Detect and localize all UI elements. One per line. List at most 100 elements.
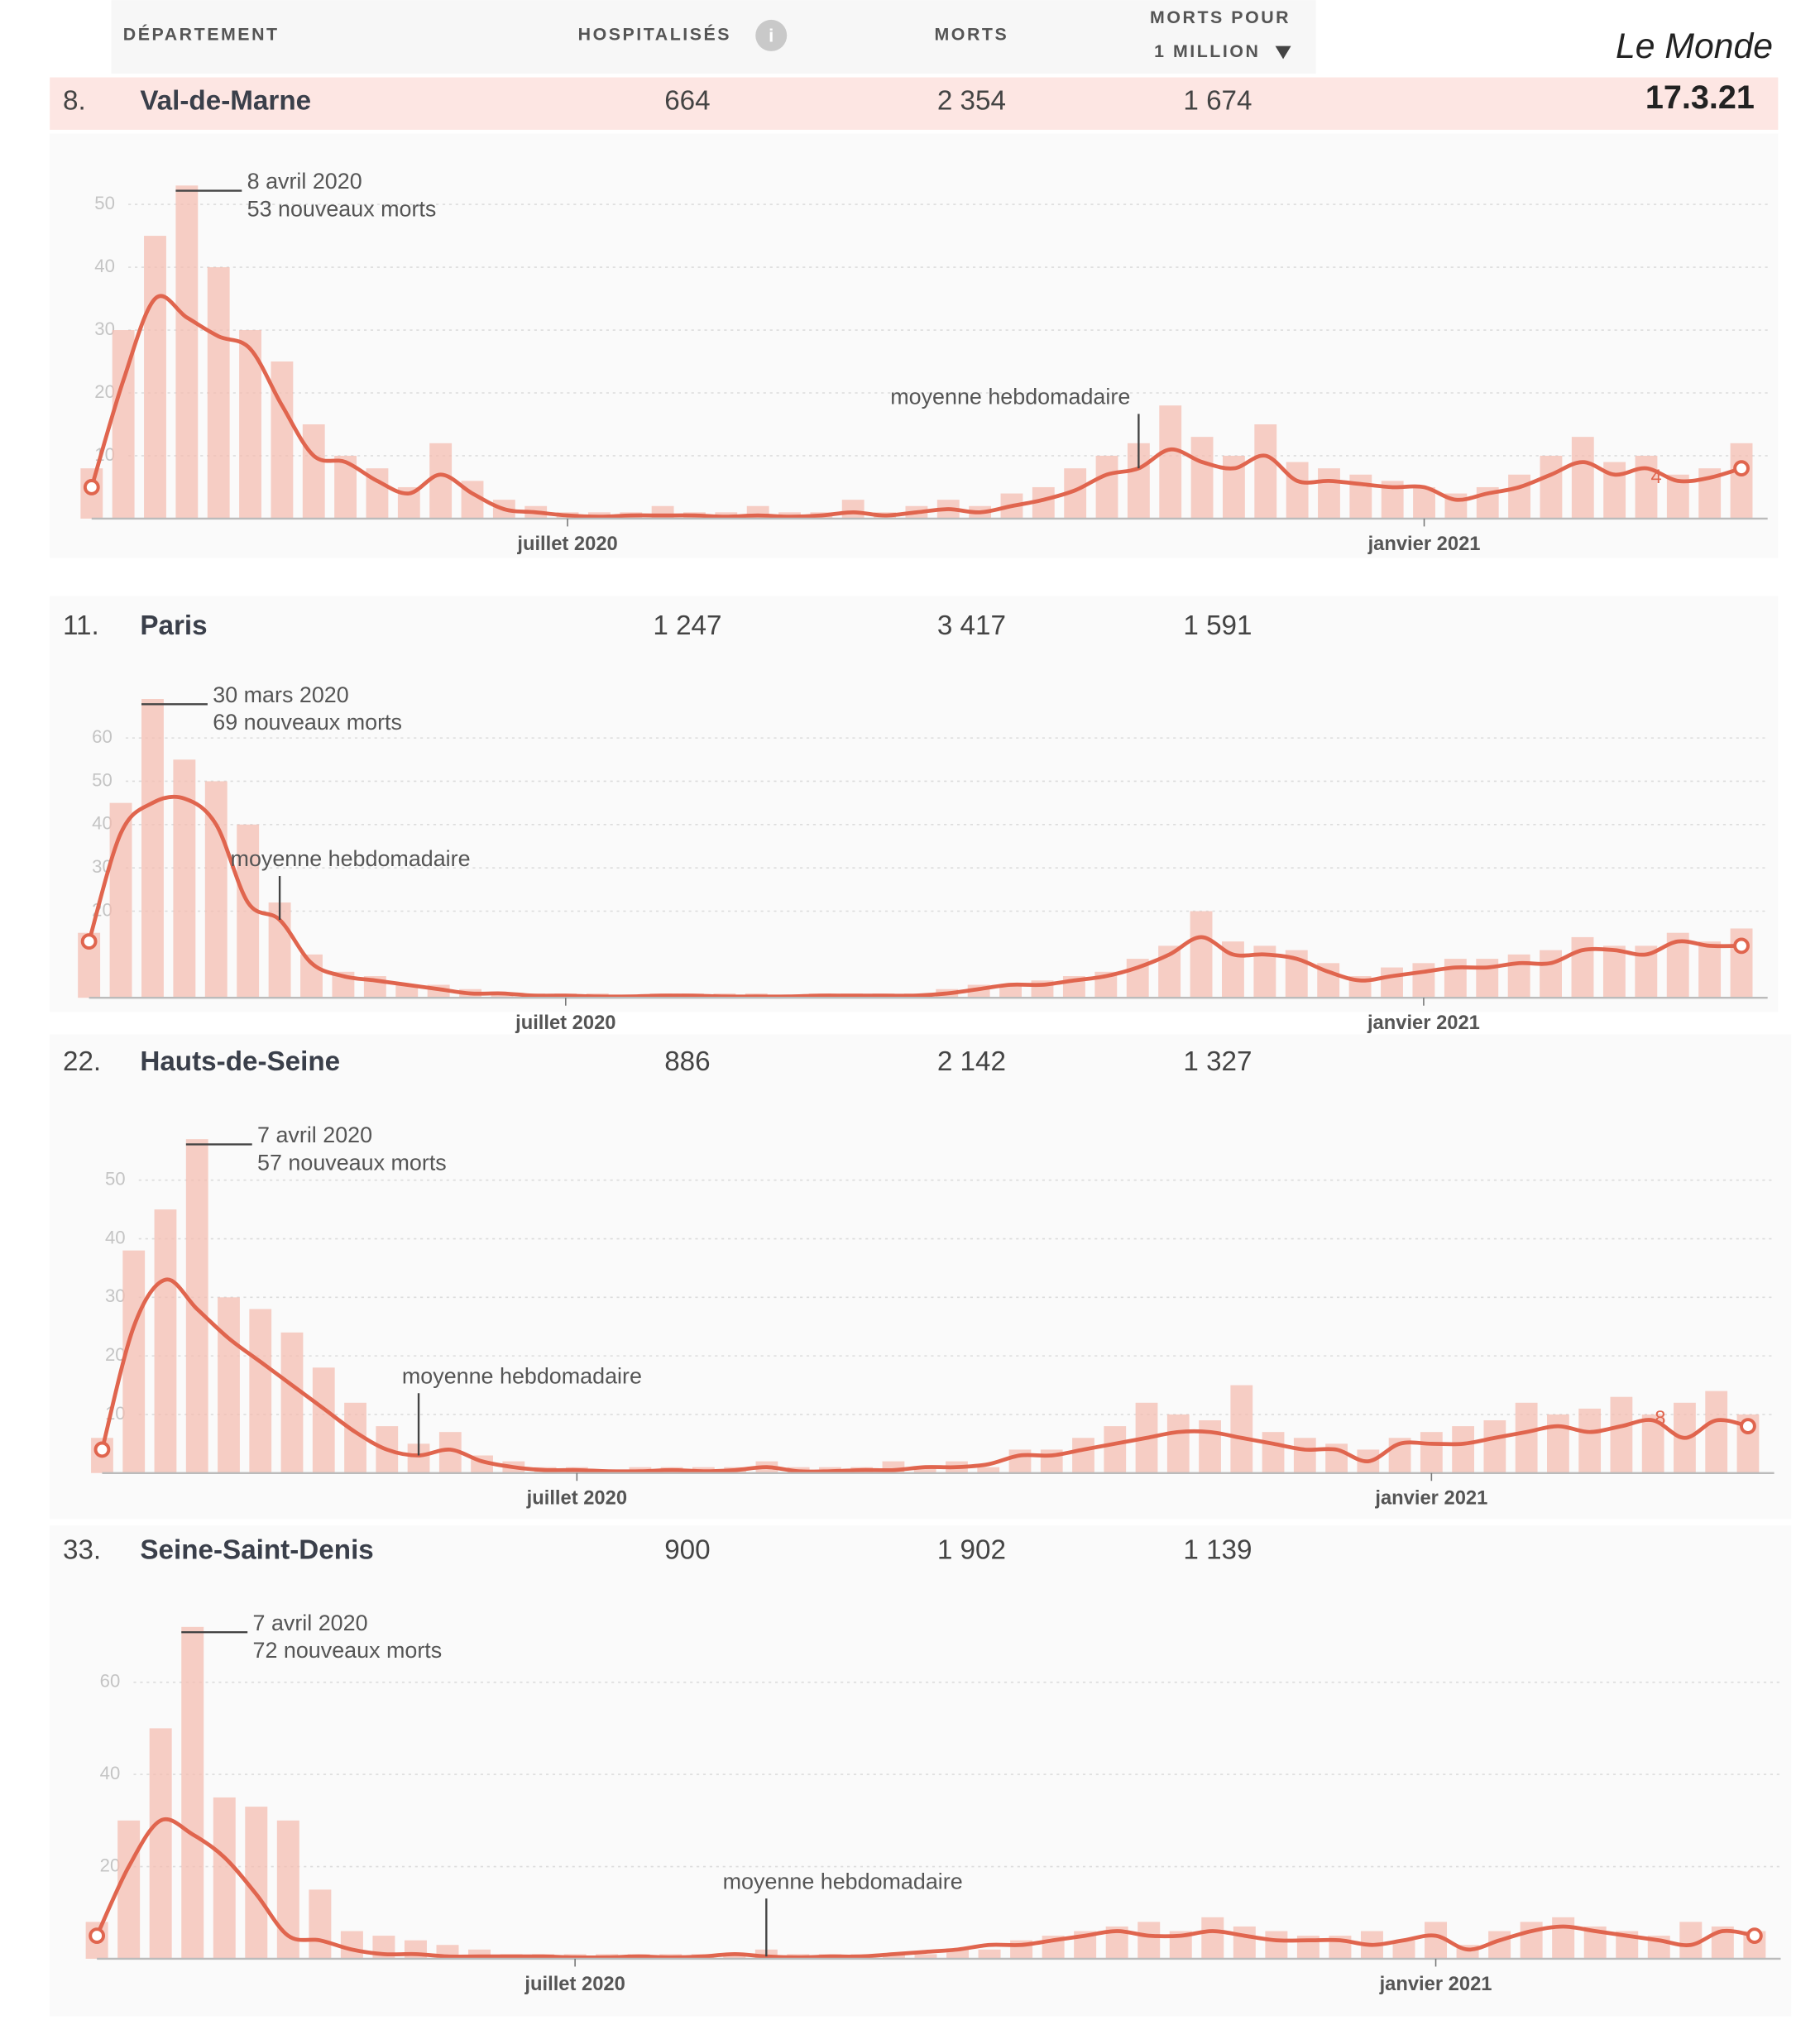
table-cell: 22.	[63, 1046, 101, 1077]
bar	[1159, 405, 1182, 519]
bar	[1349, 474, 1372, 519]
bar	[185, 1139, 208, 1473]
bar	[468, 1949, 491, 1959]
end-point	[83, 479, 100, 495]
y-tick-label: 40	[92, 813, 113, 834]
y-tick-label: 50	[105, 1169, 126, 1190]
end-point	[89, 1927, 106, 1944]
bar	[1072, 1438, 1094, 1473]
end-point	[80, 933, 98, 950]
y-tick-label: 30	[94, 318, 115, 339]
bar	[913, 1467, 936, 1473]
table-cell: 1 674	[1183, 85, 1252, 116]
bar	[429, 443, 453, 519]
bar	[1730, 443, 1753, 519]
table-cell: 1 327	[1183, 1046, 1252, 1077]
y-tick-label: 40	[105, 1227, 126, 1247]
table-cell: 900	[664, 1534, 710, 1565]
sort-arrow	[1275, 45, 1291, 60]
end-label: 4	[1651, 467, 1662, 488]
x-tick-label: janvier 2021	[1367, 1012, 1480, 1034]
x-tick-label: janvier 2021	[1379, 1974, 1492, 1995]
bar	[117, 1820, 141, 1959]
average-line	[87, 794, 1742, 999]
table-cell: 1 591	[1183, 610, 1252, 641]
y-tick-label: 60	[100, 1671, 121, 1692]
bar	[1571, 437, 1594, 519]
table-cell: 8.	[63, 85, 86, 116]
bar	[1265, 1931, 1288, 1959]
average-line	[94, 1817, 1755, 1960]
y-tick-label: 30	[105, 1285, 126, 1306]
bar	[1515, 1402, 1538, 1473]
bar	[395, 984, 419, 998]
bar	[1201, 1917, 1224, 1959]
column-header[interactable]: MORTS POUR	[1150, 7, 1291, 27]
bar	[1610, 1396, 1633, 1473]
bar	[141, 698, 164, 998]
y-tick-label: 20	[94, 381, 115, 402]
table-cell: Paris	[140, 610, 207, 641]
table-cell: 2 142	[937, 1046, 1006, 1077]
series-label: moyenne hebdomadaire	[402, 1363, 642, 1388]
bar	[1507, 954, 1530, 998]
bar	[1233, 1926, 1256, 1959]
bar	[1095, 455, 1118, 519]
bar	[1190, 911, 1213, 998]
bar	[144, 236, 166, 519]
end-point	[1733, 460, 1750, 477]
series-label: moyenne hebdomadaire	[231, 846, 471, 871]
end-point	[1740, 1418, 1756, 1434]
end-label: 8	[1655, 1408, 1665, 1429]
bar	[213, 1797, 236, 1959]
bar	[914, 1954, 937, 1959]
y-tick-label: 40	[94, 256, 115, 276]
x-tick-label: janvier 2021	[1374, 1488, 1487, 1510]
annotation: 57 nouveaux morts	[257, 1150, 447, 1175]
bar	[1254, 424, 1277, 519]
column-header: DÉPARTEMENT	[123, 24, 280, 45]
x-tick-label: juillet 2020	[524, 1974, 625, 1995]
bar	[1552, 1917, 1575, 1959]
bar	[1420, 1432, 1443, 1473]
bar	[122, 1250, 146, 1473]
bar	[1166, 1414, 1190, 1473]
bar	[312, 1367, 335, 1473]
bar	[491, 993, 514, 998]
x-tick-label: juillet 2020	[515, 1012, 615, 1034]
bar	[1138, 1922, 1161, 1959]
table-cell: 3 417	[937, 610, 1006, 641]
bar	[946, 1949, 970, 1959]
y-tick-label: 50	[92, 769, 113, 790]
table-cell: 1 902	[937, 1534, 1006, 1565]
table-cell: 1 247	[653, 610, 721, 641]
bar	[1602, 945, 1626, 998]
chart-panel	[50, 596, 1779, 1012]
bar	[1230, 1385, 1253, 1473]
column-header: MORTS	[934, 25, 1008, 45]
x-tick-label: juillet 2020	[516, 534, 617, 555]
bar	[723, 1954, 746, 1959]
y-tick-label: 60	[92, 726, 113, 747]
bar	[271, 361, 294, 519]
bar	[1635, 455, 1658, 519]
bar	[207, 267, 230, 519]
bar	[340, 1931, 363, 1959]
table-cell: Val-de-Marne	[140, 85, 311, 116]
bar	[154, 1209, 177, 1473]
table-cell: 664	[664, 85, 710, 116]
info-icon[interactable]	[755, 19, 788, 51]
average-line	[89, 294, 1742, 519]
bar	[977, 1467, 1000, 1473]
bar	[218, 1297, 240, 1473]
bar	[280, 1332, 304, 1473]
annotation: 69 nouveaux morts	[213, 710, 402, 735]
bar	[1444, 959, 1467, 998]
table-cell: Hauts-de-Seine	[140, 1046, 340, 1077]
bar	[1452, 1426, 1475, 1473]
column-header[interactable]: 1 MILLION	[1154, 41, 1260, 61]
bar	[309, 1889, 332, 1959]
bar	[181, 1626, 204, 1959]
